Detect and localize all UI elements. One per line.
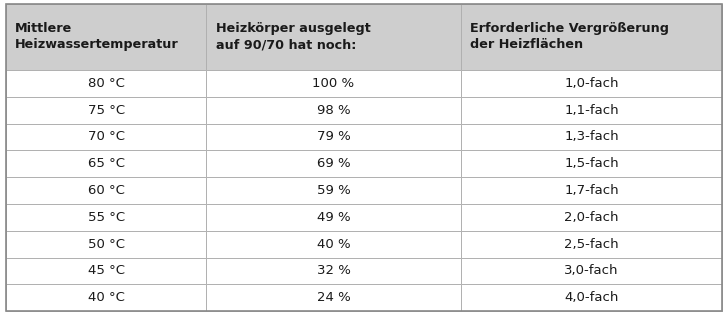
Text: 1,0-fach: 1,0-fach	[564, 77, 619, 90]
Bar	[207, 70, 461, 97]
Text: 2,5-fach: 2,5-fach	[564, 238, 619, 251]
Bar	[461, 123, 722, 150]
Text: 1,7-fach: 1,7-fach	[564, 184, 619, 197]
Bar	[6, 123, 207, 150]
Text: 40 °C: 40 °C	[87, 291, 124, 304]
Bar	[6, 4, 207, 70]
Bar	[207, 231, 461, 258]
Bar	[6, 258, 207, 284]
Text: 98 %: 98 %	[317, 104, 350, 117]
Bar	[207, 150, 461, 177]
Text: 24 %: 24 %	[317, 291, 350, 304]
Text: 70 °C: 70 °C	[87, 130, 124, 143]
Bar	[6, 177, 207, 204]
Text: 65 °C: 65 °C	[87, 157, 124, 170]
Text: 69 %: 69 %	[317, 157, 350, 170]
Bar	[461, 150, 722, 177]
Text: 32 %: 32 %	[317, 265, 350, 278]
Bar	[461, 231, 722, 258]
Text: 1,3-fach: 1,3-fach	[564, 130, 619, 143]
Bar	[207, 204, 461, 231]
Bar	[207, 284, 461, 311]
Bar	[207, 258, 461, 284]
Bar	[461, 97, 722, 123]
Text: 55 °C: 55 °C	[87, 211, 124, 224]
Bar	[461, 204, 722, 231]
Bar	[461, 177, 722, 204]
Bar	[461, 70, 722, 97]
Text: 1,1-fach: 1,1-fach	[564, 104, 619, 117]
Text: 1,5-fach: 1,5-fach	[564, 157, 619, 170]
Text: 75 °C: 75 °C	[87, 104, 124, 117]
Text: 45 °C: 45 °C	[87, 265, 124, 278]
Bar	[6, 284, 207, 311]
Text: 3,0-fach: 3,0-fach	[564, 265, 619, 278]
Text: 50 °C: 50 °C	[87, 238, 124, 251]
Bar	[6, 150, 207, 177]
Bar	[461, 258, 722, 284]
Text: Mittlere
Heizwassertemperatur: Mittlere Heizwassertemperatur	[15, 22, 179, 51]
Bar	[207, 97, 461, 123]
Text: Erforderliche Vergrößerung
der Heizflächen: Erforderliche Vergrößerung der Heizfläch…	[470, 22, 669, 51]
Text: 4,0-fach: 4,0-fach	[564, 291, 619, 304]
Text: 100 %: 100 %	[312, 77, 355, 90]
Text: 49 %: 49 %	[317, 211, 350, 224]
Bar	[6, 204, 207, 231]
Bar	[207, 123, 461, 150]
Bar	[207, 4, 461, 70]
Text: 2,0-fach: 2,0-fach	[564, 211, 619, 224]
Text: 40 %: 40 %	[317, 238, 350, 251]
Text: 60 °C: 60 °C	[87, 184, 124, 197]
Text: Heizkörper ausgelegt
auf 90/70 hat noch:: Heizkörper ausgelegt auf 90/70 hat noch:	[216, 22, 371, 51]
Bar	[6, 231, 207, 258]
Bar	[207, 177, 461, 204]
Bar	[461, 4, 722, 70]
Bar	[6, 97, 207, 123]
Text: 59 %: 59 %	[317, 184, 350, 197]
Text: 80 °C: 80 °C	[87, 77, 124, 90]
Bar	[6, 70, 207, 97]
Bar	[461, 284, 722, 311]
Text: 79 %: 79 %	[317, 130, 350, 143]
